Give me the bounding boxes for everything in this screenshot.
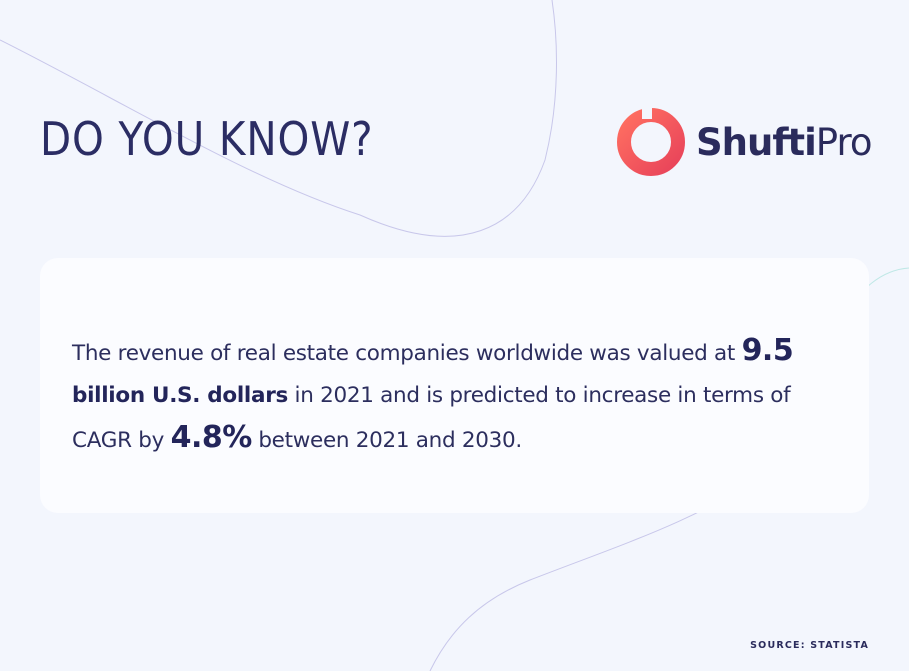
logo-text-bold: Shufti	[696, 120, 817, 164]
shufti-pro-logo-icon	[617, 105, 685, 176]
fact-text-part2: in 2021 and is predicted to increase in …	[72, 383, 791, 453]
fact-text-part1: The revenue of real estate companies wor…	[72, 341, 742, 366]
fact-card: The revenue of real estate companies wor…	[40, 258, 869, 513]
page-title: DO YOU KNOW?	[40, 112, 374, 166]
curve-purple-top	[0, 0, 557, 237]
fact-text-part3: between 2021 and 2030.	[251, 428, 522, 453]
brand-logo: ShuftiPro	[614, 104, 874, 180]
fact-highlight-unit: billion U.S. dollars	[72, 383, 289, 408]
fact-highlight-value-cagr: 4.8%	[170, 420, 253, 455]
logo-text-light: Pro	[815, 120, 873, 164]
fact-text: The revenue of real estate companies wor…	[72, 330, 812, 462]
logo-wordmark: ShuftiPro	[696, 121, 872, 164]
fact-highlight-value-revenue: 9.5	[741, 333, 794, 368]
source-label: SOURCE: STATISTA	[750, 640, 869, 651]
